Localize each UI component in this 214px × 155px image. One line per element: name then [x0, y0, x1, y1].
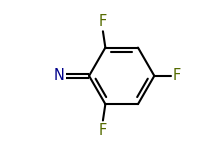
Text: F: F: [173, 68, 181, 83]
Text: N: N: [54, 68, 65, 83]
Text: F: F: [99, 123, 107, 138]
Text: F: F: [99, 14, 107, 29]
